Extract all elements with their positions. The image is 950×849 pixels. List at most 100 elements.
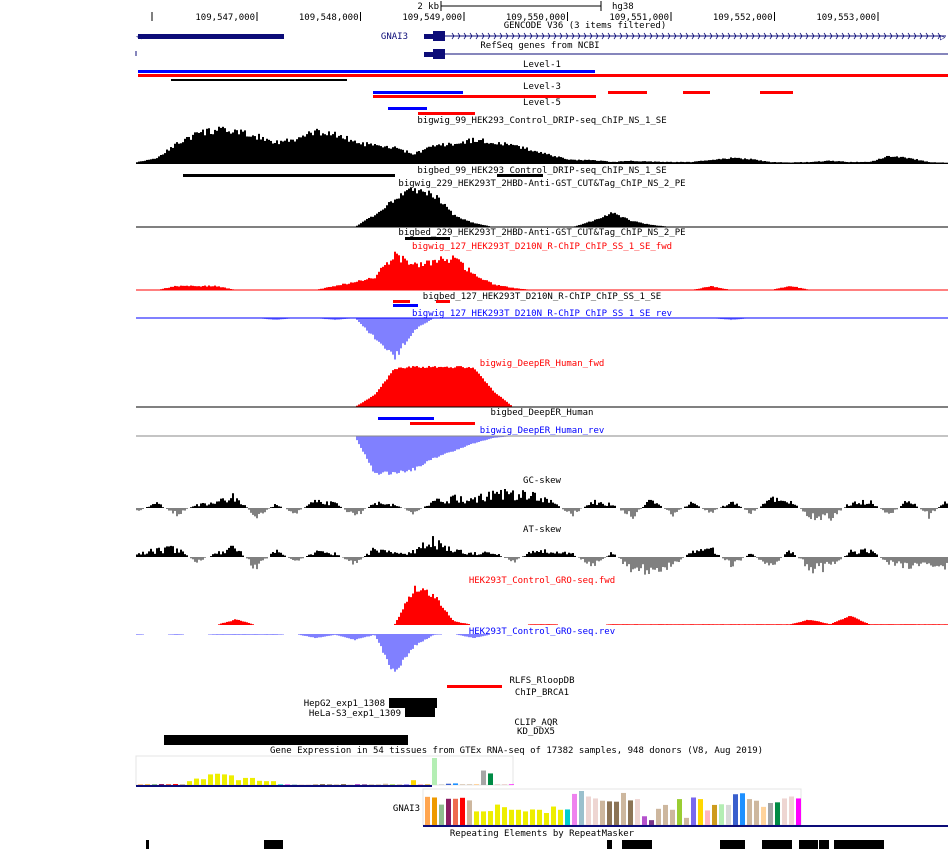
gtex-tissue-bar[interactable] xyxy=(635,799,640,825)
gtex-tissue-bar[interactable] xyxy=(432,758,437,785)
gtex-tissue-bar[interactable] xyxy=(278,784,283,785)
gtex-tissue-bar[interactable] xyxy=(502,784,507,785)
gtex-tissue-bar[interactable] xyxy=(579,791,584,825)
gtex-tissue-bar[interactable] xyxy=(628,800,633,825)
kd-ddx5-feature[interactable] xyxy=(164,735,408,745)
r127-rev-signal[interactable] xyxy=(136,317,948,360)
refseq-utr[interactable] xyxy=(424,52,433,57)
gtex-tissue-bar[interactable] xyxy=(271,781,276,785)
gene-exon[interactable] xyxy=(433,31,445,41)
repeat-element[interactable] xyxy=(762,840,792,849)
level3-rev-feature[interactable] xyxy=(373,91,463,94)
at-skew-signal[interactable] xyxy=(136,536,948,575)
gtex-tissue-bar[interactable] xyxy=(306,784,311,785)
gtex-tissue-bar[interactable] xyxy=(152,784,157,785)
gtex-tissue-bar[interactable] xyxy=(530,809,535,825)
gc-skew-signal[interactable] xyxy=(136,488,948,521)
gtex-tissue-bar[interactable] xyxy=(558,809,563,825)
gtex-tissue-bar[interactable] xyxy=(642,816,647,825)
repeat-element[interactable] xyxy=(819,840,829,849)
gtex-tissue-bar[interactable] xyxy=(761,806,766,825)
deeper-bed-fwd-feature[interactable] xyxy=(410,422,475,425)
drip-bed-feature[interactable] xyxy=(183,174,395,177)
gtex-tissue-bar[interactable] xyxy=(747,799,752,825)
gtex-tissue-bar[interactable] xyxy=(740,793,745,825)
r127-fwd-signal[interactable] xyxy=(136,251,948,291)
gtex-tissue-bar[interactable] xyxy=(789,796,794,825)
gtex-tissue-bar[interactable] xyxy=(243,777,248,785)
gtex-tissue-bar[interactable] xyxy=(481,811,486,825)
level-tracks[interactable]: Level-1 Level-3 Level-5 xyxy=(138,60,948,115)
gtex-tissue-bar[interactable] xyxy=(488,773,493,785)
gtex-tissue-bar[interactable] xyxy=(712,804,717,825)
gtex-chart-1[interactable] xyxy=(135,755,514,787)
gtex-tissue-bar[interactable] xyxy=(432,797,437,825)
gtex-tissue-bar[interactable] xyxy=(481,770,486,785)
level1-black-feature[interactable] xyxy=(171,79,347,81)
gtex-tissue-bar[interactable] xyxy=(467,784,472,785)
gtex-tissue-bar[interactable] xyxy=(327,784,332,785)
gtex-tissue-bar[interactable] xyxy=(495,804,500,825)
gtex-tissue-bar[interactable] xyxy=(446,783,451,785)
drip-bed-feature[interactable] xyxy=(497,174,543,177)
gtex-tissue-bar[interactable] xyxy=(397,784,402,785)
gro-fwd-signal[interactable] xyxy=(218,585,948,625)
gtex-tissue-bar[interactable] xyxy=(474,784,479,785)
gtex-tissue-bar[interactable] xyxy=(292,784,297,785)
repeat-element[interactable] xyxy=(799,840,818,849)
gtex-tissue-bar[interactable] xyxy=(705,810,710,825)
gro-rev-signal[interactable] xyxy=(136,634,490,672)
gtex-tissue-bar[interactable] xyxy=(348,784,353,785)
gtex-tissue-bar[interactable] xyxy=(754,800,759,825)
gtex-tissue-bar[interactable] xyxy=(614,801,619,825)
gtex-tissue-bar[interactable] xyxy=(677,799,682,825)
gtex-tissue-bar[interactable] xyxy=(313,784,318,785)
gtex-tissue-bar[interactable] xyxy=(523,811,528,825)
gtex-tissue-bar[interactable] xyxy=(509,809,514,825)
gtex-tissue-bar[interactable] xyxy=(565,809,570,825)
repeat-element[interactable] xyxy=(607,840,612,849)
gtex-tissue-bar[interactable] xyxy=(229,775,234,785)
gtex-tissue-bar[interactable] xyxy=(600,800,605,825)
gtex-tissue-bar[interactable] xyxy=(698,799,703,825)
gtex-tissue-bar[interactable] xyxy=(670,809,675,825)
gencode-track[interactable]: GENCODE V36 (3 items filtered) ◁ GNAI3 ▷ xyxy=(136,21,946,43)
gtex-tissue-bar[interactable] xyxy=(194,778,199,785)
gtex-tissue-bar[interactable] xyxy=(586,796,591,825)
cut-bed-feature[interactable] xyxy=(405,237,450,240)
gtex-tissue-bar[interactable] xyxy=(264,781,269,785)
gtex-tissue-bar[interactable] xyxy=(404,784,409,785)
gtex-tissue-bar[interactable] xyxy=(320,784,325,785)
gtex-tissue-bar[interactable] xyxy=(649,820,654,825)
gtex-tissue-bar[interactable] xyxy=(621,792,626,825)
gtex-tissue-bar[interactable] xyxy=(362,784,367,785)
gtex-tissue-bar[interactable] xyxy=(390,784,395,785)
gtex-tissue-bar[interactable] xyxy=(453,798,458,825)
gtex-tissue-bar[interactable] xyxy=(460,797,465,825)
gtex-tissue-bar[interactable] xyxy=(236,780,241,785)
gtex-tissue-bar[interactable] xyxy=(782,798,787,825)
gtex-tissue-bar[interactable] xyxy=(775,802,780,825)
gtex-tissue-bar[interactable] xyxy=(285,784,290,785)
cut229-signal[interactable] xyxy=(136,187,948,228)
repeat-element[interactable] xyxy=(834,840,884,849)
repeat-element[interactable] xyxy=(622,840,652,849)
refseq-track[interactable]: RefSeq genes from NCBI xyxy=(135,41,948,59)
gtex-tissue-bar[interactable] xyxy=(173,784,178,785)
deeper-rev-signal[interactable] xyxy=(136,435,948,475)
gtex-tissue-bar[interactable] xyxy=(138,784,143,785)
gtex-tissue-bar[interactable] xyxy=(537,809,542,825)
refseq-exon[interactable] xyxy=(433,49,445,59)
r127-bed-rev-feature[interactable] xyxy=(393,304,418,307)
gtex-tissue-bar[interactable] xyxy=(369,784,374,785)
gtex-track[interactable] xyxy=(135,755,948,827)
level5-rev-feature[interactable] xyxy=(388,107,427,110)
gtex-tissue-bar[interactable] xyxy=(502,807,507,825)
gtex-tissue-bar[interactable] xyxy=(187,781,192,785)
gtex-tissue-bar[interactable] xyxy=(208,774,213,785)
gtex-tissue-bar[interactable] xyxy=(250,777,255,785)
gtex-tissue-bar[interactable] xyxy=(334,784,339,785)
gtex-tissue-bar[interactable] xyxy=(516,809,521,825)
gtex-tissue-bar[interactable] xyxy=(509,784,514,785)
